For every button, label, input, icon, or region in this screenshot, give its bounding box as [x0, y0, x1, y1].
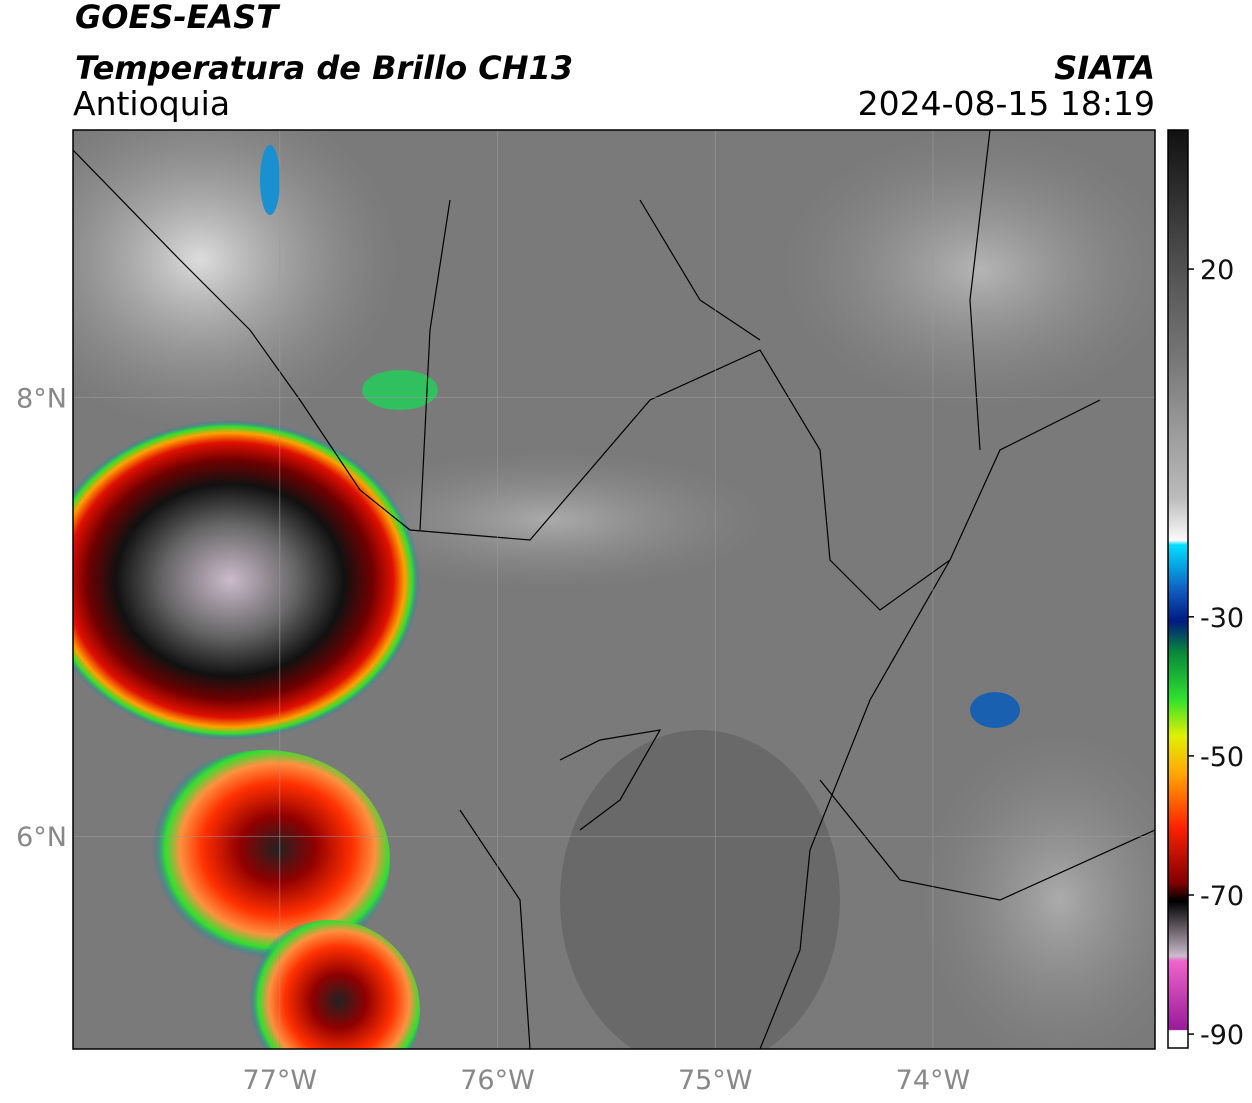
- datetime: 2024-08-15 18:19: [858, 84, 1155, 123]
- colorbar-tick-label: -90: [1200, 1020, 1244, 1051]
- x-tick-label: 76°W: [460, 1065, 535, 1096]
- colorbar-tick-label: -50: [1200, 742, 1244, 773]
- satellite-title: GOES-EAST: [75, 0, 280, 36]
- x-tick-label: 74°W: [896, 1065, 971, 1096]
- source: SIATA: [1054, 49, 1155, 87]
- colorbar: [1167, 129, 1189, 1049]
- product-title: Temperatura de Brillo CH13: [75, 49, 573, 87]
- colorbar-tick-label: -70: [1200, 881, 1244, 912]
- x-tick-label: 77°W: [243, 1065, 318, 1096]
- region: Antioquia: [73, 84, 230, 123]
- x-tick-label: 75°W: [678, 1065, 753, 1096]
- colorbar-tick-label: 20: [1200, 255, 1234, 286]
- satellite-image: [73, 130, 1155, 1049]
- colorbar-tick-label: -30: [1200, 603, 1244, 634]
- y-tick-label: 6°N: [16, 822, 67, 853]
- y-tick-label: 8°N: [16, 384, 67, 415]
- map-frame: [72, 129, 1156, 1050]
